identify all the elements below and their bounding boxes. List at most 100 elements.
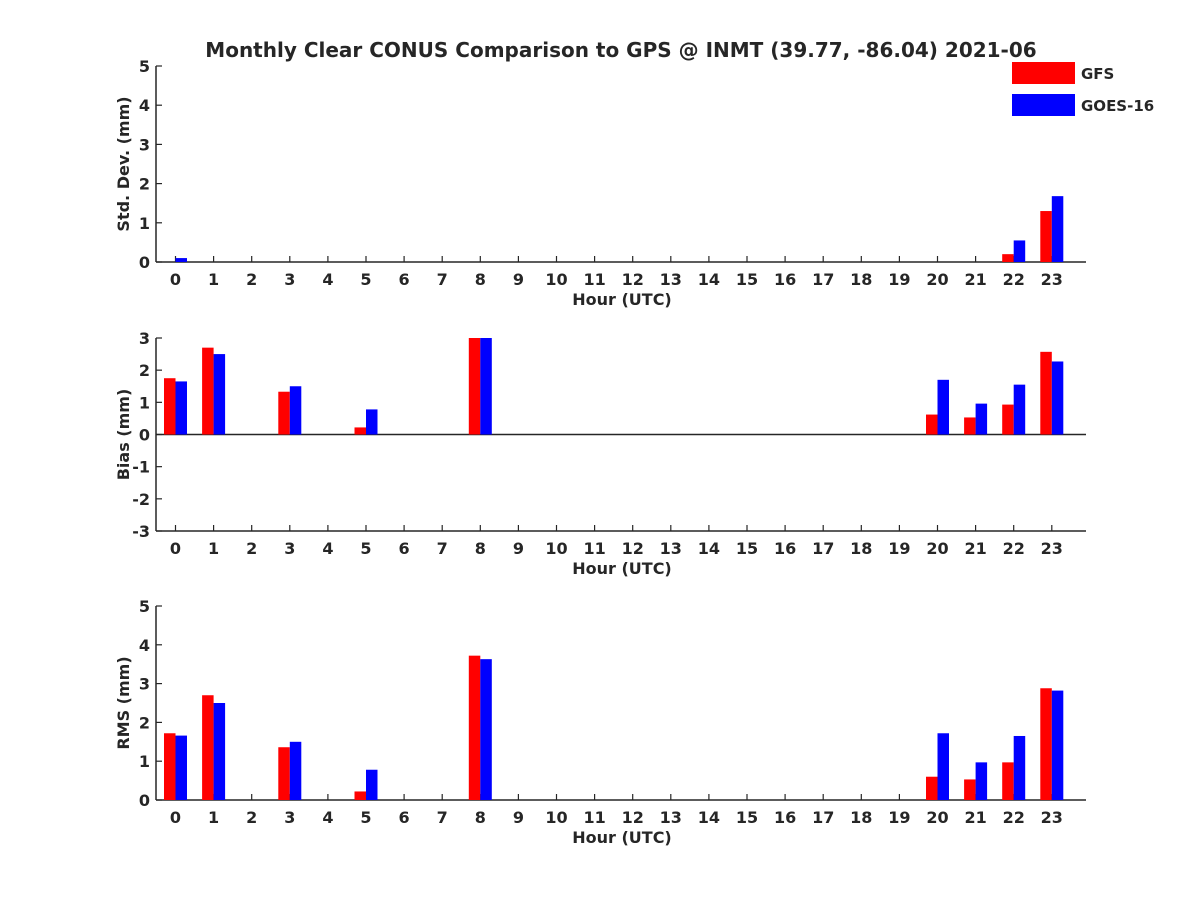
series-gfs xyxy=(164,338,1052,435)
x-tick-label: 3 xyxy=(284,539,295,558)
x-tick-label: 16 xyxy=(774,808,796,827)
x-tick-label: 10 xyxy=(545,808,567,827)
x-tick-label: 7 xyxy=(437,808,448,827)
x-tick-label: 16 xyxy=(774,539,796,558)
series-goes-16 xyxy=(175,659,1064,800)
x-tick-label: 10 xyxy=(545,270,567,289)
bar xyxy=(289,741,302,800)
series-gfs xyxy=(164,655,1052,800)
x-tick-label: 10 xyxy=(545,539,567,558)
y-axis-label: Std. Dev. (mm) xyxy=(114,96,133,231)
bar xyxy=(1013,384,1026,435)
x-tick-label: 14 xyxy=(698,270,720,289)
bar xyxy=(164,733,176,800)
legend-item: GOES-16 xyxy=(1012,94,1154,116)
x-tick-label: 23 xyxy=(1041,539,1063,558)
x-tick-label: 7 xyxy=(437,270,448,289)
x-tick-label: 4 xyxy=(322,539,333,558)
x-tick-label: 8 xyxy=(475,808,486,827)
x-tick-label: 20 xyxy=(926,539,948,558)
x-tick-label: 22 xyxy=(1003,808,1025,827)
bar xyxy=(937,733,949,800)
y-tick-label: 2 xyxy=(139,361,150,380)
bar xyxy=(1002,762,1014,800)
bar xyxy=(175,258,187,262)
x-tick-label: 8 xyxy=(475,539,486,558)
x-tick-label: 9 xyxy=(513,539,524,558)
y-tick-label: 3 xyxy=(139,135,150,154)
x-tick-label: 17 xyxy=(812,808,834,827)
x-tick-label: 6 xyxy=(399,808,410,827)
x-tick-label: 20 xyxy=(926,270,948,289)
x-tick-label: 1 xyxy=(208,270,219,289)
series-gfs xyxy=(1002,211,1052,262)
x-tick-label: 20 xyxy=(926,808,948,827)
legend-swatch xyxy=(1012,62,1075,84)
x-tick-label: 11 xyxy=(583,270,605,289)
y-tick-label: 0 xyxy=(139,426,150,445)
x-tick-label: 15 xyxy=(736,808,758,827)
x-tick-label: 5 xyxy=(360,270,371,289)
y-tick-label: 5 xyxy=(139,597,150,616)
bar xyxy=(468,338,481,435)
x-tick-label: 18 xyxy=(850,808,872,827)
y-tick-label: -2 xyxy=(132,490,150,509)
x-tick-label: 2 xyxy=(246,808,257,827)
x-tick-label: 19 xyxy=(888,808,910,827)
x-tick-label: 3 xyxy=(284,808,295,827)
x-tick-label: 9 xyxy=(513,808,524,827)
bar xyxy=(1002,254,1014,262)
x-tick-label: 13 xyxy=(660,808,682,827)
bar xyxy=(1040,211,1052,262)
bar xyxy=(1013,735,1026,800)
y-tick-label: 2 xyxy=(139,713,150,732)
bar xyxy=(202,347,214,435)
y-axis-label: Bias (mm) xyxy=(114,389,133,481)
y-tick-label: 3 xyxy=(139,329,150,348)
bar xyxy=(1040,688,1052,800)
series-goes-16 xyxy=(175,196,1064,262)
x-tick-label: 16 xyxy=(774,270,796,289)
y-tick-label: 1 xyxy=(139,393,150,412)
x-tick-label: 12 xyxy=(622,808,644,827)
bar xyxy=(366,769,378,800)
bar xyxy=(1002,404,1014,435)
y-tick-label: 1 xyxy=(139,214,150,233)
bar xyxy=(175,735,187,800)
x-tick-label: 11 xyxy=(583,808,605,827)
bar xyxy=(480,659,492,800)
x-tick-label: 0 xyxy=(170,539,181,558)
y-tick-label: 5 xyxy=(139,57,150,76)
x-tick-label: 23 xyxy=(1041,270,1063,289)
x-tick-label: 18 xyxy=(850,539,872,558)
x-tick-label: 6 xyxy=(399,539,410,558)
figure-title: Monthly Clear CONUS Comparison to GPS @ … xyxy=(205,38,1036,62)
x-tick-label: 5 xyxy=(360,539,371,558)
x-tick-label: 21 xyxy=(964,270,986,289)
bar xyxy=(1051,196,1064,262)
x-tick-label: 0 xyxy=(170,808,181,827)
x-tick-label: 14 xyxy=(698,808,720,827)
x-tick-label: 6 xyxy=(399,270,410,289)
bar xyxy=(480,338,492,435)
bar xyxy=(1040,351,1052,435)
x-tick-label: 11 xyxy=(583,539,605,558)
x-tick-label: 15 xyxy=(736,270,758,289)
bar xyxy=(278,747,290,800)
bar xyxy=(278,391,290,435)
x-tick-label: 9 xyxy=(513,270,524,289)
bar xyxy=(175,381,187,435)
x-tick-label: 22 xyxy=(1003,539,1025,558)
legend-label: GOES-16 xyxy=(1081,97,1154,115)
x-tick-label: 1 xyxy=(208,539,219,558)
legend: GFS GOES-16 xyxy=(1012,62,1154,116)
x-tick-label: 14 xyxy=(698,539,720,558)
x-tick-label: 13 xyxy=(660,270,682,289)
y-tick-label: 3 xyxy=(139,675,150,694)
y-tick-label: -3 xyxy=(132,522,150,541)
x-tick-label: 2 xyxy=(246,270,257,289)
bar xyxy=(975,762,988,800)
x-tick-label: 15 xyxy=(736,539,758,558)
